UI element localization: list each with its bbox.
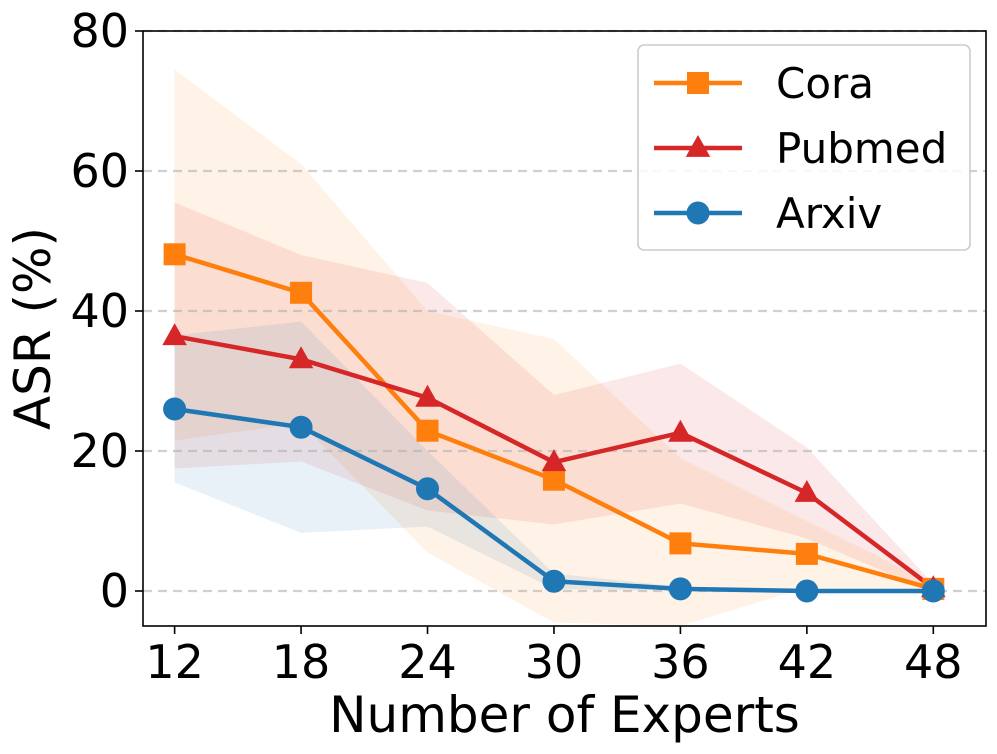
arxiv-band bbox=[174, 321, 934, 591]
y-tick-label: 0 bbox=[100, 564, 129, 618]
arxiv-point bbox=[668, 577, 692, 601]
arxiv-point bbox=[795, 579, 819, 603]
legend: Cora Pubmed Arxiv bbox=[637, 44, 971, 251]
pubmed-band bbox=[174, 202, 934, 593]
y-tick-label: 60 bbox=[70, 144, 129, 198]
arxiv-point bbox=[289, 415, 313, 439]
cora-point bbox=[669, 532, 692, 555]
y-tick-label: 80 bbox=[70, 4, 129, 58]
legend-box bbox=[637, 44, 971, 251]
cora-legend-marker bbox=[687, 72, 709, 94]
legend-label-cora: Cora bbox=[776, 59, 874, 108]
pubmed-point bbox=[794, 479, 820, 502]
legend-label-arxiv: Arxiv bbox=[776, 189, 882, 238]
plot-frame bbox=[142, 30, 987, 627]
legend-label-pubmed: Pubmed bbox=[776, 124, 947, 173]
x-tick-label: 24 bbox=[398, 635, 457, 689]
arxiv-point bbox=[921, 579, 945, 603]
x-tick-label: 42 bbox=[778, 635, 837, 689]
cora-point bbox=[163, 243, 186, 266]
cora-band bbox=[174, 69, 934, 626]
cora-point bbox=[290, 281, 313, 304]
x-tick-label: 12 bbox=[145, 635, 204, 689]
series-markers bbox=[162, 243, 946, 603]
x-axis-label: Number of Experts bbox=[329, 686, 800, 744]
arxiv-point bbox=[416, 477, 440, 501]
y-tick-label: 20 bbox=[70, 424, 129, 478]
x-tick-label: 18 bbox=[272, 635, 331, 689]
x-tick-label: 48 bbox=[904, 635, 963, 689]
pubmed-point bbox=[162, 323, 187, 346]
pubmed-legend-marker bbox=[685, 134, 711, 157]
cora-point bbox=[542, 468, 565, 491]
pubmed-point bbox=[288, 346, 314, 369]
arxiv-legend-marker bbox=[686, 201, 710, 225]
pubmed-point bbox=[668, 419, 693, 442]
cora-point bbox=[795, 542, 818, 565]
confidence-bands bbox=[174, 69, 934, 626]
arxiv-point bbox=[542, 569, 566, 593]
x-tick-label: 36 bbox=[651, 635, 710, 689]
y-axis-ticks: 0 20 40 60 80 bbox=[70, 4, 143, 618]
pubmed-point bbox=[541, 449, 567, 472]
cora-point bbox=[416, 419, 439, 442]
arxiv-point bbox=[163, 397, 187, 421]
x-tick-label: 30 bbox=[525, 635, 584, 689]
pubmed-point bbox=[415, 384, 440, 407]
x-axis-ticks: 12 18 24 30 36 42 48 bbox=[145, 626, 963, 689]
y-axis-label: ASR (%) bbox=[4, 227, 62, 430]
y-tick-label: 40 bbox=[70, 284, 129, 338]
